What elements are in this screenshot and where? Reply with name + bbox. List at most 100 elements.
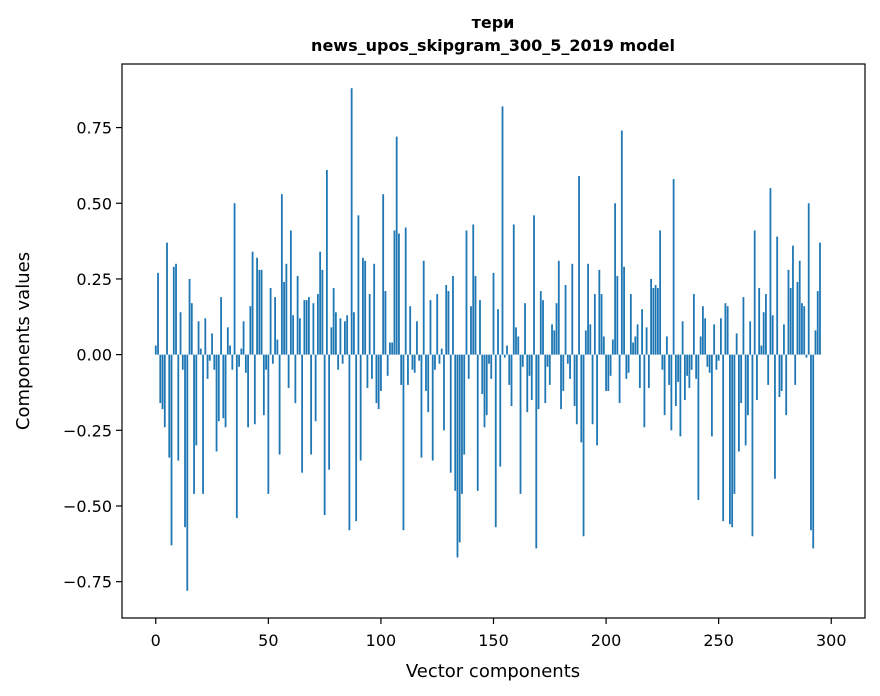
bar	[305, 300, 308, 355]
bar	[629, 294, 632, 355]
bar	[458, 354, 461, 543]
bar	[199, 348, 202, 355]
bar	[301, 354, 304, 473]
bar	[690, 354, 693, 370]
bar	[224, 354, 227, 428]
bar	[235, 354, 238, 519]
bar	[584, 330, 587, 355]
bar	[447, 291, 450, 355]
bar	[172, 266, 175, 355]
bar	[429, 300, 432, 355]
bar	[787, 269, 790, 355]
bar	[323, 354, 326, 516]
bar	[758, 288, 761, 355]
y-tick-label: −0.25	[63, 421, 112, 440]
bar	[780, 354, 783, 391]
bar	[465, 230, 468, 355]
bar	[373, 263, 376, 355]
bar	[683, 354, 686, 401]
bar	[519, 354, 522, 494]
bar	[371, 354, 373, 379]
bar	[193, 354, 195, 494]
bar	[206, 354, 209, 379]
bar	[762, 312, 765, 355]
bar	[215, 354, 218, 452]
bar	[265, 354, 267, 370]
bar	[542, 300, 544, 355]
bar	[208, 354, 211, 361]
bar	[280, 194, 283, 355]
bar	[697, 354, 700, 500]
bar	[726, 306, 729, 355]
bar	[688, 354, 691, 388]
bar	[492, 272, 495, 355]
bar	[443, 354, 445, 431]
bar	[386, 354, 389, 376]
bar	[461, 354, 463, 494]
bar	[674, 354, 677, 407]
bar	[490, 354, 493, 379]
bar	[188, 278, 191, 355]
bar	[407, 354, 409, 385]
bar	[168, 354, 171, 458]
bar	[170, 354, 173, 546]
bar	[438, 354, 441, 364]
bar	[382, 194, 385, 355]
bar	[564, 284, 567, 355]
bar	[298, 318, 301, 355]
bar	[175, 263, 177, 355]
bar	[593, 294, 596, 355]
bar	[213, 354, 216, 370]
bar	[632, 342, 634, 355]
bar	[427, 354, 430, 413]
bar	[258, 269, 261, 355]
bar	[244, 354, 247, 373]
bar	[656, 288, 659, 355]
bar	[611, 339, 614, 355]
bar	[510, 354, 513, 407]
y-tick-label: 0.50	[76, 194, 112, 213]
bar	[161, 354, 164, 410]
bar	[607, 354, 610, 391]
bar	[362, 257, 364, 355]
bar	[650, 278, 653, 355]
bar	[749, 321, 752, 355]
bar	[350, 88, 353, 355]
bar	[614, 203, 616, 355]
bar	[704, 318, 707, 355]
bar	[479, 300, 481, 355]
bar	[717, 354, 720, 361]
y-tick-label: 0.25	[76, 270, 112, 289]
bar	[276, 339, 279, 355]
bar	[319, 251, 322, 355]
bar	[422, 260, 425, 355]
bar	[400, 354, 403, 385]
bar	[330, 327, 333, 355]
bar	[163, 354, 166, 428]
bar	[217, 354, 220, 422]
bar	[238, 354, 240, 367]
y-axis-label: Components values	[13, 252, 34, 430]
bar	[452, 275, 454, 355]
bar	[515, 327, 517, 355]
bar	[573, 354, 576, 407]
bar	[303, 300, 306, 355]
bar	[778, 354, 781, 398]
bar	[494, 354, 497, 528]
bar	[654, 284, 657, 355]
bar	[485, 354, 488, 416]
y-tick-label: −0.50	[63, 497, 112, 516]
bar	[605, 354, 607, 391]
bar	[715, 354, 718, 370]
bar	[346, 315, 349, 355]
bar	[645, 327, 648, 355]
bar	[368, 294, 371, 355]
bar	[560, 354, 562, 410]
bar	[796, 281, 799, 355]
bar	[483, 354, 486, 428]
bar	[625, 354, 628, 379]
bar	[647, 354, 650, 388]
bar	[742, 297, 745, 355]
bar	[663, 354, 666, 416]
bar	[157, 272, 159, 355]
